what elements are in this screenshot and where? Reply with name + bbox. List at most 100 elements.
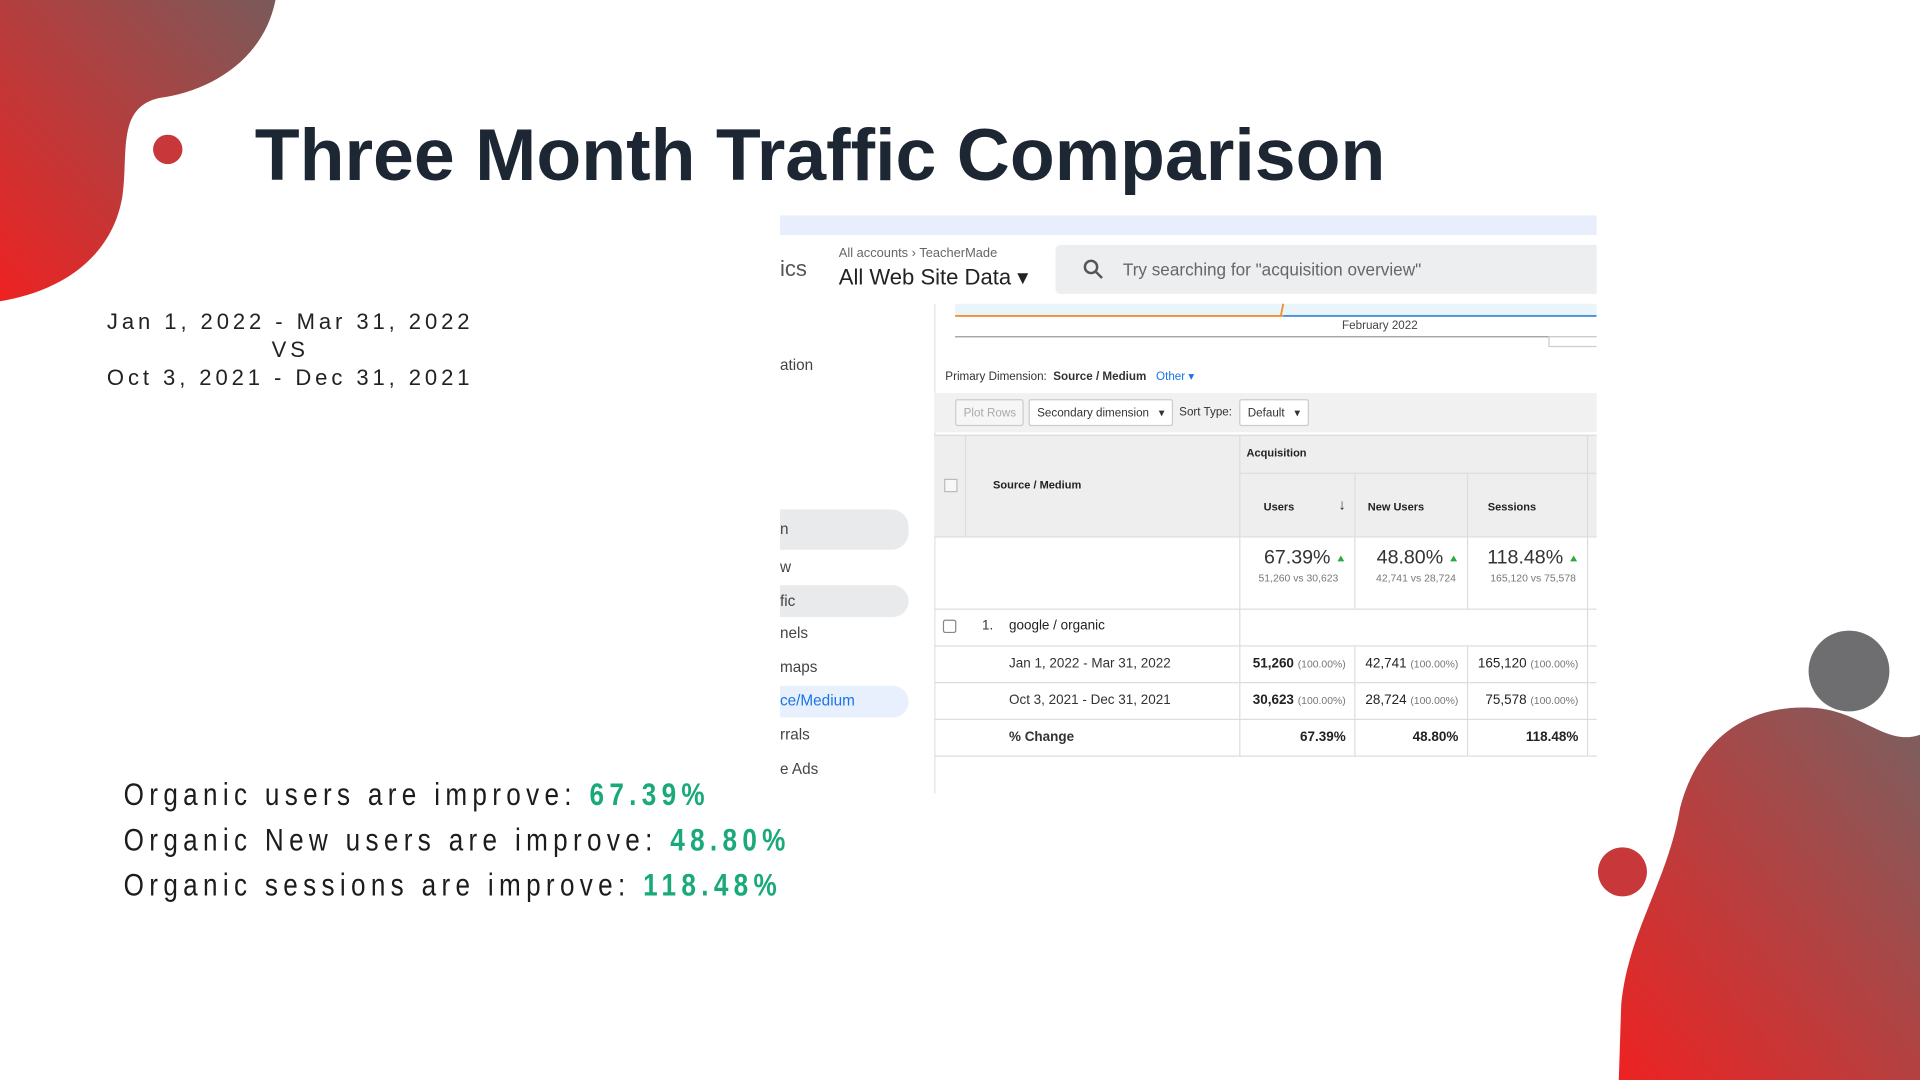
- value: 165,120: [1477, 656, 1527, 672]
- rule: [1354, 472, 1356, 609]
- view-selector[interactable]: All Web Site Data ▾: [838, 265, 1029, 290]
- checkbox[interactable]: [942, 619, 957, 634]
- search-box[interactable]: Try searching for "acquisition overview": [1055, 244, 1597, 294]
- share: (100.00%): [1530, 694, 1579, 707]
- blob-bottom-right: [1618, 707, 1920, 1080]
- app-name: ics: [780, 256, 807, 282]
- rule: [934, 608, 1597, 610]
- other: Other: [1156, 370, 1186, 384]
- rule: [934, 718, 1597, 721]
- value: 30,623: [1252, 693, 1294, 708]
- cell: 118.48%: [1525, 729, 1579, 745]
- sort-select[interactable]: Default ▾: [1239, 399, 1309, 427]
- rule: [1239, 434, 1241, 756]
- button[interactable]: Secondary dimension ▾: [1028, 399, 1174, 427]
- view-name: All Web Site Data: [838, 265, 1012, 290]
- nav-item[interactable]: w: [780, 558, 792, 576]
- sidebar: ation n w fic nels maps ce/Medium rrals …: [780, 303, 936, 794]
- rule: [934, 434, 1597, 436]
- rule: [934, 755, 1597, 757]
- versus: VS: [271, 337, 309, 362]
- nav-item[interactable]: ce/Medium: [780, 691, 855, 709]
- cell: 42,741 (100.00%): [1365, 656, 1458, 671]
- summary-value: 48.80%: [670, 821, 791, 858]
- nav-item[interactable]: e Ads: [780, 760, 819, 778]
- cell: 67.39%: [1300, 729, 1346, 745]
- nav-item[interactable]: maps: [780, 658, 818, 676]
- sort-label: Sort Type:: [1179, 405, 1233, 420]
- sort-value: Default: [1247, 405, 1285, 420]
- cell: 165,120 (100.00%): [1478, 656, 1578, 671]
- search-icon: [1083, 259, 1103, 279]
- value: 75,578: [1485, 693, 1527, 708]
- summary-text: Organic sessions are improve:: [123, 866, 631, 904]
- nav-item[interactable]: ation: [780, 356, 814, 374]
- share: (100.00%): [1410, 657, 1459, 670]
- rule: [934, 536, 1597, 538]
- group-header: Acquisition: [1246, 446, 1307, 460]
- nav-highlight: [780, 509, 909, 550]
- value: 42,741: [1365, 656, 1407, 672]
- dimension: Source / Medium: [1053, 370, 1147, 384]
- row-label: % Change: [1008, 729, 1075, 745]
- total-compare: 42,741 vs 28,724: [1376, 571, 1456, 585]
- nav-highlight: [780, 685, 909, 718]
- change: 118.48%: [1487, 547, 1564, 569]
- analytics-screenshot: ics All accounts › TeacherMade All Web S…: [780, 215, 1597, 794]
- nav-item[interactable]: n: [780, 520, 789, 538]
- button[interactable]: Plot Rows: [955, 399, 1024, 427]
- share: (100.00%): [1297, 657, 1346, 670]
- column-header[interactable]: Sessions: [1487, 500, 1537, 514]
- blob-top-left: [0, 0, 276, 302]
- button-label: Secondary dimension: [1037, 405, 1150, 420]
- breadcrumb: All accounts › TeacherMade: [838, 246, 998, 261]
- rule: [934, 682, 1597, 684]
- sort-arrow: ↓: [1338, 495, 1346, 514]
- rule: [1466, 645, 1469, 756]
- change: 48.80%: [1376, 547, 1444, 569]
- other-link[interactable]: Other ▾: [1156, 370, 1195, 384]
- cell: 75,578 (100.00%): [1485, 693, 1578, 708]
- date-range: Oct 3, 2021 - Dec 31, 2021: [106, 365, 474, 391]
- table-header: [934, 434, 1597, 537]
- breadcrumb-item[interactable]: All accounts: [838, 246, 909, 261]
- chart-remnant: [955, 303, 1597, 348]
- value: 51,260: [1252, 656, 1294, 672]
- breadcrumb-item[interactable]: TeacherMade: [919, 246, 998, 261]
- row-label: Jan 1, 2022 - Mar 31, 2022: [1008, 656, 1171, 672]
- share: (100.00%): [1530, 657, 1579, 670]
- cell: 51,260 (100.00%): [1253, 656, 1346, 671]
- column-header[interactable]: Users: [1263, 500, 1295, 514]
- checkbox[interactable]: [944, 478, 958, 493]
- slide-title: Three Month Traffic Comparison: [254, 113, 1386, 196]
- cell: 48.80%: [1412, 729, 1459, 745]
- share: (100.00%): [1297, 694, 1346, 707]
- nav-item[interactable]: rrals: [780, 726, 810, 744]
- rule: [1239, 472, 1597, 474]
- primary-dimension: Primary Dimension: Source / Medium Other…: [945, 370, 1194, 383]
- chart-axis-label: February 2022: [1342, 318, 1418, 333]
- nav-item[interactable]: fic: [780, 592, 796, 610]
- summary-line: Organic New users are improve: 48.80%: [124, 821, 791, 859]
- rule: [934, 645, 1597, 647]
- rule: [964, 434, 967, 537]
- change: 67.39%: [1264, 547, 1331, 569]
- row-name[interactable]: google / organic: [1008, 618, 1105, 634]
- total-change: 118.48% ⯅: [1487, 547, 1579, 569]
- top-strip: [780, 215, 1597, 236]
- nav-highlight: [780, 585, 909, 618]
- total-compare: 165,120 vs 75,578: [1490, 571, 1576, 585]
- search-placeholder: Try searching for "acquisition overview": [1122, 259, 1422, 280]
- date-range: Jan 1, 2022 - Mar 31, 2022: [106, 309, 474, 334]
- summary-text: Organic New users are improve:: [123, 821, 658, 858]
- column-header[interactable]: New Users: [1367, 500, 1425, 514]
- dot: [1808, 630, 1890, 712]
- row-label: Oct 3, 2021 - Dec 31, 2021: [1008, 693, 1171, 708]
- row-index: 1.: [982, 618, 994, 634]
- dot: [1597, 847, 1647, 897]
- summary-line: Organic sessions are improve: 118.48%: [124, 866, 782, 904]
- value: 28,724: [1365, 693, 1407, 708]
- nav-item[interactable]: nels: [780, 624, 809, 642]
